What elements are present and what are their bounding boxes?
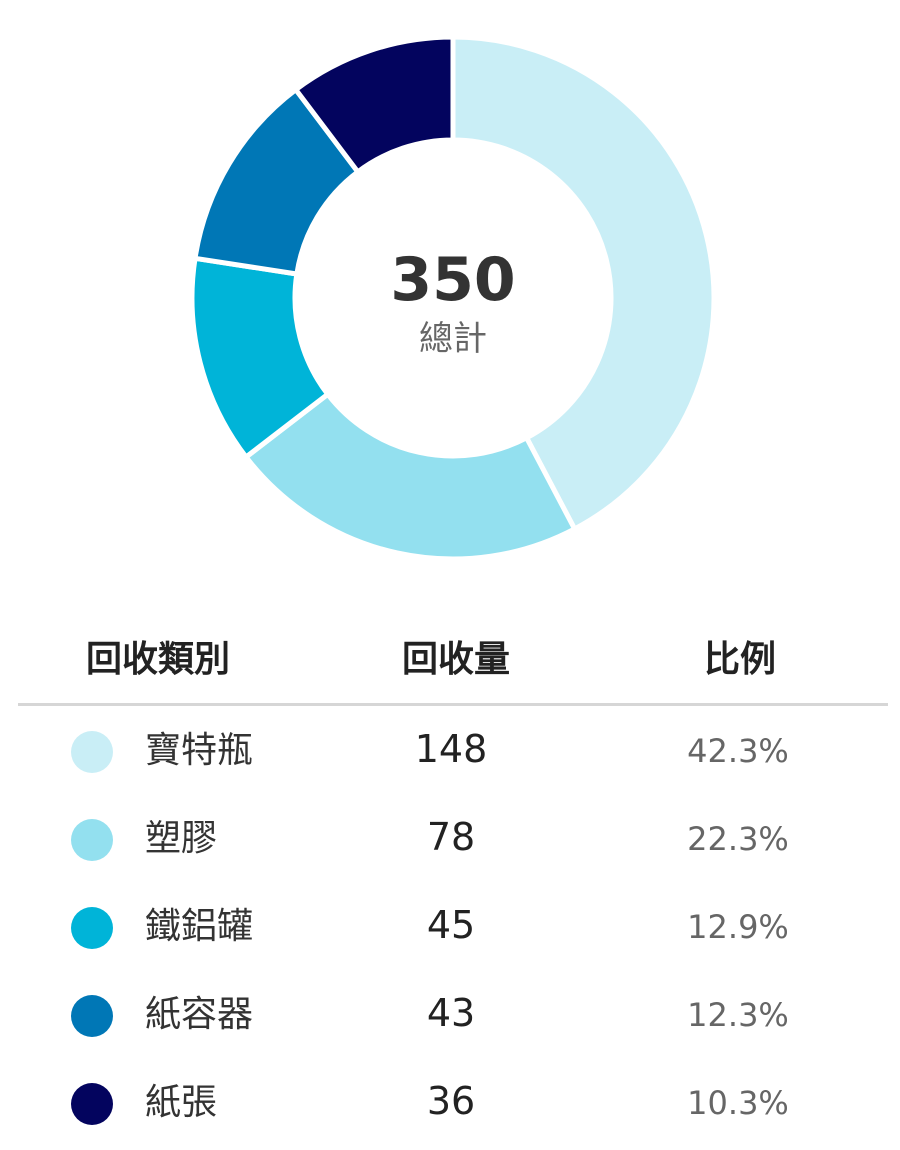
- total-label: 總計: [419, 319, 487, 359]
- table-row: 塑膠 78 22.3%: [18, 794, 888, 882]
- amount-value: 78: [426, 815, 476, 859]
- ratio-value: 22.3%: [687, 820, 789, 858]
- donut-slice-5: [292, 34, 456, 176]
- legend-swatch: [71, 907, 113, 949]
- table-row: 鐵鋁罐 45 12.9%: [18, 882, 888, 970]
- amount-value: 43: [426, 991, 476, 1035]
- donut-slices: [189, 34, 717, 562]
- legend-swatch: [71, 1083, 113, 1125]
- total-value: 350: [390, 245, 515, 315]
- header-category: 回收類別: [86, 639, 231, 680]
- ratio-value: 10.3%: [687, 1084, 789, 1122]
- table-row: 紙容器 43 12.3%: [18, 970, 888, 1058]
- category-label: 紙容器: [145, 994, 254, 1035]
- category-label: 紙張: [145, 1082, 218, 1123]
- legend-swatch: [71, 819, 113, 861]
- header-amount: 回收量: [401, 639, 510, 680]
- table-row: 寶特瓶 148 42.3%: [18, 706, 888, 794]
- donut-chart: 350 總計: [189, 34, 717, 562]
- category-label: 寶特瓶: [145, 730, 254, 771]
- legend-swatch: [71, 731, 113, 773]
- header-ratio: 比例: [703, 639, 776, 680]
- amount-value: 148: [414, 727, 488, 771]
- table-header: 回收類別 回收量 比例: [18, 615, 888, 706]
- ratio-value: 12.3%: [687, 996, 789, 1034]
- table-row: 紙張 36 10.3%: [18, 1058, 888, 1146]
- ratio-value: 42.3%: [687, 732, 789, 770]
- donut-slice-1: [450, 34, 717, 533]
- table-body: 寶特瓶 148 42.3% 塑膠 78 22.3% 鐵鋁罐 45 12.9% 紙…: [18, 706, 888, 1146]
- amount-value: 36: [426, 1079, 476, 1123]
- category-label: 塑膠: [145, 818, 218, 859]
- donut-slice-2: [242, 390, 578, 562]
- amount-value: 45: [426, 903, 476, 947]
- category-label: 鐵鋁罐: [145, 906, 254, 947]
- ratio-value: 12.9%: [687, 908, 789, 946]
- legend-table: 回收類別 回收量 比例 寶特瓶 148 42.3% 塑膠 78 22.3% 鐵鋁…: [18, 615, 888, 1146]
- legend-swatch: [71, 995, 113, 1037]
